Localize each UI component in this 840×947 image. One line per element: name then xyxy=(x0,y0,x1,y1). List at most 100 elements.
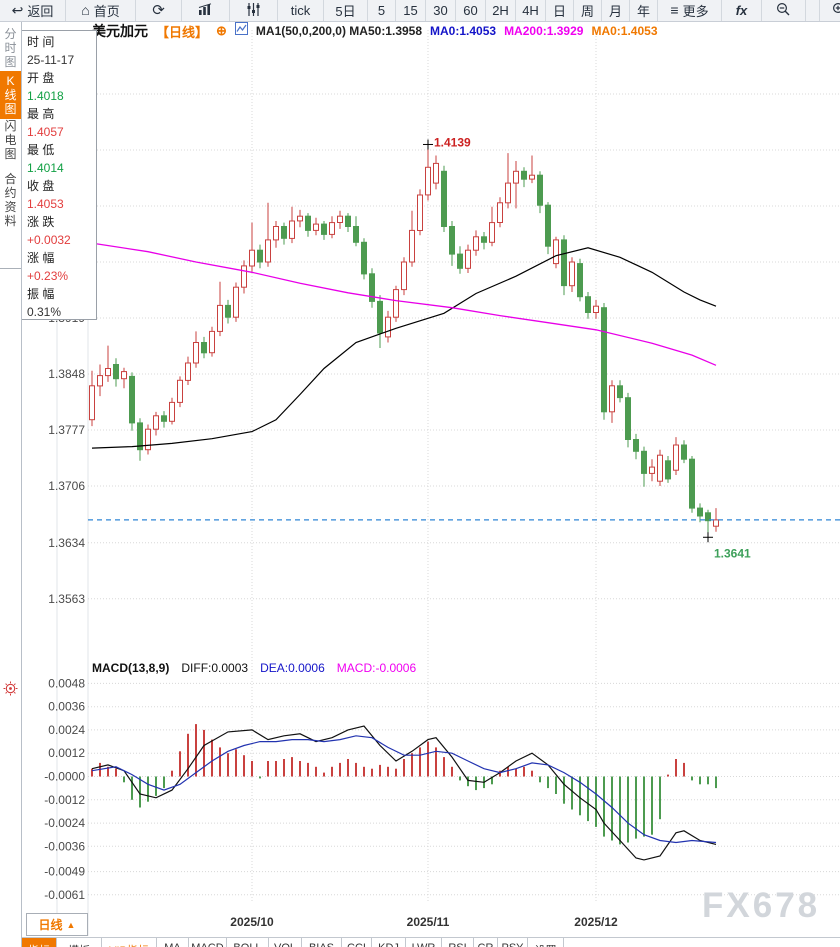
indicator-tab-模板[interactable]: 模板 xyxy=(57,938,102,947)
toolbar-item-zoom-in[interactable] xyxy=(820,0,840,21)
home-icon: ⌂ xyxy=(81,2,90,18)
indicator-tab-设置[interactable]: 设置 xyxy=(528,938,564,947)
toolbar-item-m60[interactable]: 60 xyxy=(456,0,486,21)
toolbar-item-indicator-settings[interactable] xyxy=(230,0,278,21)
toolbar-item-zoom-out[interactable] xyxy=(762,0,806,21)
ohlc-row-label: 涨 幅 xyxy=(27,251,55,265)
period-selector-label: 日线 xyxy=(38,918,63,932)
x-axis-dates: 2025/10 2025/11 2025/12 xyxy=(0,915,840,933)
indicator-tabbar: 指标模板VIP指标MAMACDBOLLVOLBIASCCIKDJLWRRSICR… xyxy=(22,938,564,947)
toolbar-item-label: 5日 xyxy=(335,4,356,19)
toolbar-item-label: 更多 xyxy=(682,4,709,19)
ohlc-row-label: 最 低 xyxy=(27,143,55,157)
toolbar-item-tick[interactable]: tick xyxy=(278,0,324,21)
toolbar-item-week[interactable]: 周 xyxy=(574,0,602,21)
macd-macd-value: MACD:-0.0006 xyxy=(336,661,417,675)
ohlc-row-value: +0.23% xyxy=(27,269,69,283)
period-selector[interactable]: 日线 ▲ xyxy=(26,913,88,936)
toolbar-item-label: fx xyxy=(735,3,748,18)
toolbar-item-m5[interactable]: 5 xyxy=(368,0,396,21)
toolbar-item-h2[interactable]: 2H xyxy=(486,0,516,21)
indicator-tab-BOLL[interactable]: BOLL xyxy=(227,938,269,947)
x-axis-label: 2025/12 xyxy=(574,915,618,929)
ohlc-row-value: 25-11-17 xyxy=(27,53,75,67)
indicator-tab-VIP指标[interactable]: VIP指标 xyxy=(102,938,157,947)
sliders-icon xyxy=(246,2,261,19)
chevron-up-icon: ▲ xyxy=(66,919,76,930)
svg-text:1.3641: 1.3641 xyxy=(714,546,751,560)
sidebar-tab-3[interactable]: 闪 电 图 xyxy=(4,119,17,161)
toolbar-item-more[interactable]: ≡ 更多 xyxy=(658,0,722,21)
indicator-tab-PSY[interactable]: PSY xyxy=(498,938,528,947)
indicator-tab-指标[interactable]: 指标 xyxy=(22,938,57,947)
ohlc-data-panel: 时 间 25-11-17 开 盘 1.4018 最 高 1.4057 最 低 1.4014 收 … xyxy=(20,30,97,320)
back-icon: ↩ xyxy=(11,2,24,18)
ohlc-row-label: 最 高 xyxy=(27,107,55,121)
ohlc-row-value: +0.0032 xyxy=(27,233,71,247)
mini-chart-icon[interactable] xyxy=(234,22,248,40)
svg-text:-0.0024: -0.0024 xyxy=(44,816,85,830)
indicator-tab-CR[interactable]: CR xyxy=(474,938,498,947)
svg-text:1.3848: 1.3848 xyxy=(48,367,85,381)
indicator-tab-MACD[interactable]: MACD xyxy=(189,938,227,947)
svg-text:-0.0061: -0.0061 xyxy=(44,888,85,902)
toolbar-item-m15[interactable]: 15 xyxy=(396,0,426,21)
toolbar-item-fx[interactable]: fx xyxy=(722,0,762,21)
toolbar-item-label: 2H xyxy=(492,3,509,18)
indicator-tab-LWR[interactable]: LWR xyxy=(406,938,442,947)
indicator-tab-KDJ[interactable]: KDJ xyxy=(372,938,406,947)
indicator-settings-icon[interactable] xyxy=(3,681,18,701)
indicator-tab-VOL[interactable]: VOL xyxy=(269,938,302,947)
toolbar-item-back[interactable]: ↩ 返回 xyxy=(0,0,66,21)
svg-text:-0.0012: -0.0012 xyxy=(44,793,85,807)
top-toolbar: ↩ 返回 ⌂ 首页 ⟳ tick 5日 5 15 30 60 2H 4H 日周月年 ≡ 更多 fx xyxy=(0,0,840,22)
toolbar-item-h4[interactable]: 4H xyxy=(516,0,546,21)
toolbar-item-5d[interactable]: 5日 xyxy=(324,0,368,21)
toolbar-item-label: 4H xyxy=(522,3,539,18)
ohlc-row-label: 时 间 xyxy=(27,35,55,49)
macd-dea-value: DEA:0.0006 xyxy=(260,661,325,675)
toolbar-item-label: 月 xyxy=(608,4,622,19)
toolbar-item-m30[interactable]: 30 xyxy=(426,0,456,21)
ma0-orange-label: MA0:1.4053 xyxy=(591,24,658,38)
svg-text:0.0012: 0.0012 xyxy=(48,746,85,760)
sidebar-tab-1[interactable]: 分 时 图 xyxy=(4,27,17,69)
ma0-blue-label: MA0:1.4053 xyxy=(430,24,497,38)
toolbar-item-label: 5 xyxy=(377,3,386,18)
add-icon[interactable]: ⊕ xyxy=(216,23,227,38)
tabbar-divider xyxy=(0,937,840,938)
ohlc-row-value: 1.4018 xyxy=(27,89,64,103)
toolbar-item-label: 15 xyxy=(403,3,418,18)
sidebar-tab-2[interactable]: K 线 图 xyxy=(0,71,21,119)
ohlc-row-value: 1.4053 xyxy=(27,197,64,211)
indicator-tab-MA[interactable]: MA xyxy=(157,938,189,947)
indicator-tab-RSI[interactable]: RSI xyxy=(442,938,474,947)
toolbar-item-day[interactable]: 日 xyxy=(546,0,574,21)
toolbar-item-year[interactable]: 年 xyxy=(630,0,658,21)
toolbar-item-home[interactable]: ⌂ 首页 xyxy=(66,0,136,21)
toolbar-item-label: 60 xyxy=(463,3,478,18)
watermark: FX678 xyxy=(702,886,821,925)
ma200-label: MA200:1.3929 xyxy=(504,24,584,38)
svg-text:1.3706: 1.3706 xyxy=(48,479,85,493)
toolbar-item-month[interactable]: 月 xyxy=(602,0,630,21)
toolbar-item-label: 周 xyxy=(580,4,594,19)
toolbar-item-chart-type[interactable] xyxy=(182,0,230,21)
ohlc-row-label: 涨 跌 xyxy=(27,215,55,229)
svg-text:1.3563: 1.3563 xyxy=(48,592,85,606)
symbol-name: 美元加元 xyxy=(92,23,148,39)
sidebar-tab-4[interactable]: 合 约 资 料 xyxy=(4,172,17,228)
indicator-tab-CCI[interactable]: CCI xyxy=(342,938,372,947)
toolbar-item-refresh[interactable]: ⟳ xyxy=(136,0,182,21)
svg-text:-0.0036: -0.0036 xyxy=(44,839,85,853)
ohlc-row-label: 收 盘 xyxy=(27,179,55,193)
bar-chart-icon xyxy=(198,2,213,19)
svg-text:1.4139: 1.4139 xyxy=(434,135,471,149)
svg-text:-0.0000: -0.0000 xyxy=(44,770,85,784)
indicator-tab-BIAS[interactable]: BIAS xyxy=(302,938,342,947)
svg-text:0.0036: 0.0036 xyxy=(48,700,85,714)
period-tag: 【日线】 xyxy=(156,24,209,40)
left-sidebar: 分 时 图 K 线 图闪 电 图合 约 资 料 xyxy=(0,22,22,947)
refresh-icon: ⟳ xyxy=(152,2,165,19)
